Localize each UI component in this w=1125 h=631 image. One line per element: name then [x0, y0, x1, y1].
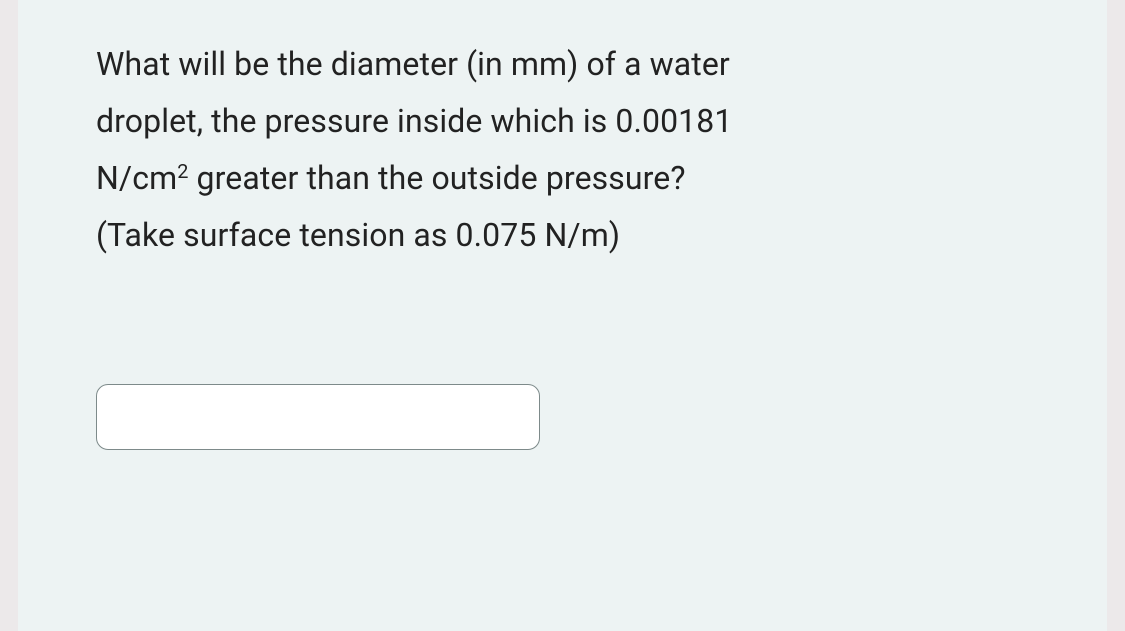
question-line-1: What will be the diameter (in mm) of a w…: [96, 45, 730, 83]
question-text: What will be the diameter (in mm) of a w…: [96, 36, 1029, 264]
answer-input[interactable]: [96, 384, 540, 450]
question-line-2: droplet, the pressure inside which is 0.…: [96, 102, 732, 140]
question-superscript: 2: [177, 160, 188, 183]
question-line-3-post: greater than the outside pressure?: [189, 159, 686, 197]
question-card: What will be the diameter (in mm) of a w…: [18, 0, 1107, 631]
question-line-3-pre: N/cm: [96, 159, 177, 197]
question-line-4: (Take surface tension as 0.075 N/m): [96, 216, 620, 254]
